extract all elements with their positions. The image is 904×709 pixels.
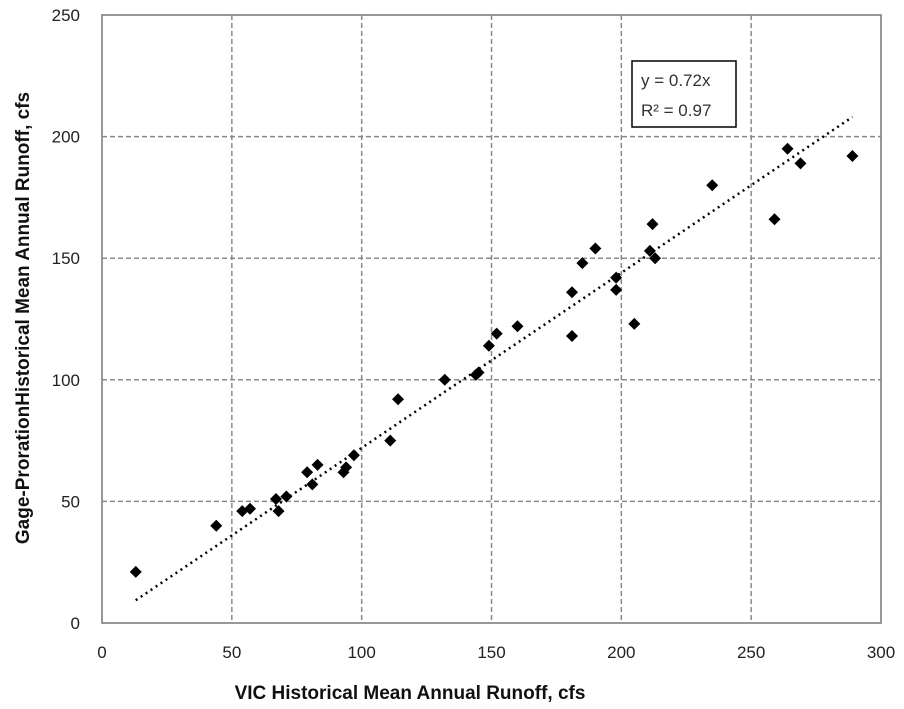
- data-point: [576, 257, 589, 270]
- data-point: [269, 492, 282, 505]
- data-point: [846, 150, 859, 163]
- data-point: [244, 502, 257, 515]
- data-point: [347, 449, 360, 462]
- y-tick-label: 200: [52, 128, 80, 147]
- x-tick-label: 150: [477, 643, 505, 662]
- data-point: [565, 330, 578, 343]
- data-point: [768, 213, 781, 226]
- data-point: [392, 393, 405, 406]
- equation-box: y = 0.72x R² = 0.97: [631, 60, 737, 128]
- data-point: [272, 505, 285, 518]
- x-tick-label: 100: [347, 643, 375, 662]
- x-tick-label: 200: [607, 643, 635, 662]
- data-point: [706, 179, 719, 192]
- data-point: [301, 466, 314, 479]
- y-tick-label: 250: [52, 6, 80, 25]
- data-point: [610, 271, 623, 284]
- y-tick-label: 0: [71, 614, 80, 633]
- grid-lines: [102, 15, 881, 623]
- y-axis-ticks: 0 50 100 150 200 250: [52, 6, 80, 633]
- data-point: [482, 339, 495, 352]
- x-axis-ticks: 0 50 100 150 200 250 300: [97, 643, 895, 662]
- data-point: [210, 519, 223, 532]
- data-point: [643, 244, 656, 257]
- data-point: [438, 373, 451, 386]
- data-point: [384, 434, 397, 447]
- data-point: [280, 490, 293, 503]
- data-point: [511, 320, 524, 333]
- data-point: [589, 242, 602, 255]
- data-point: [340, 461, 353, 474]
- x-axis-title: VIC Historical Mean Annual Runoff, cfs: [235, 683, 586, 704]
- y-tick-label: 50: [61, 492, 80, 511]
- y-tick-label: 150: [52, 249, 80, 268]
- data-point: [472, 366, 485, 379]
- y-axis-title: Gage-ProrationHistorical Mean Annual Run…: [13, 92, 34, 544]
- x-tick-label: 0: [97, 643, 106, 662]
- x-tick-label: 300: [867, 643, 895, 662]
- data-point: [565, 286, 578, 299]
- x-tick-label: 50: [222, 643, 241, 662]
- data-point: [781, 142, 794, 155]
- data-point: [311, 458, 324, 471]
- data-point: [610, 283, 623, 296]
- data-point: [646, 218, 659, 231]
- data-point: [306, 478, 319, 491]
- data-point: [649, 252, 662, 265]
- trendline: [135, 115, 854, 602]
- data-point: [628, 317, 641, 330]
- data-points: [129, 142, 859, 578]
- x-tick-label: 250: [737, 643, 765, 662]
- data-point: [129, 565, 142, 578]
- y-tick-label: 100: [52, 371, 80, 390]
- r-squared-label: R² = 0.97: [641, 101, 711, 120]
- data-point: [490, 327, 503, 340]
- equation-label: y = 0.72x: [641, 71, 711, 90]
- data-point: [794, 157, 807, 170]
